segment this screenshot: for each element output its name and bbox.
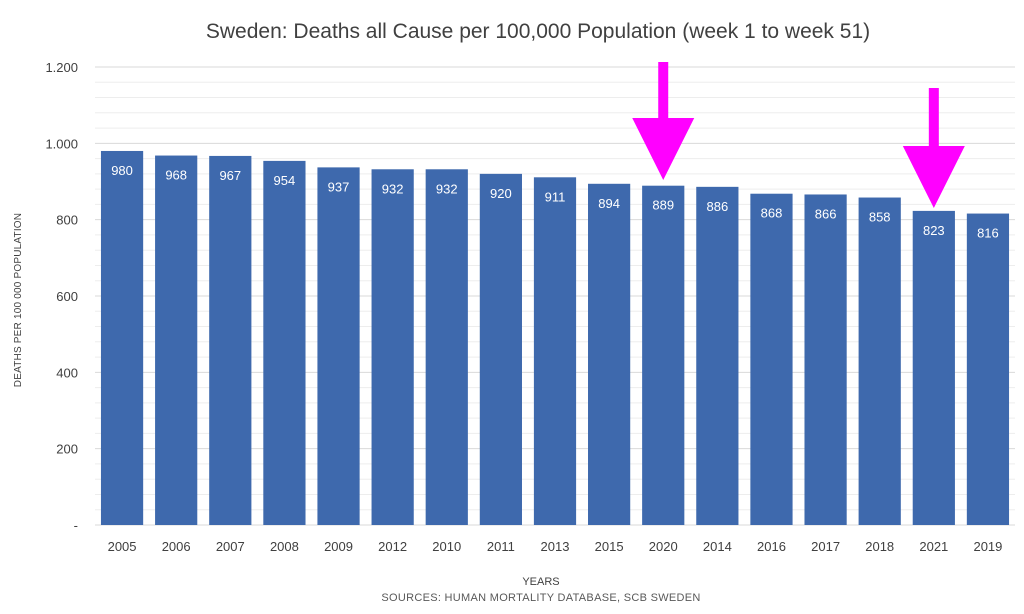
x-tick-label-2010: 2010 xyxy=(432,539,461,554)
bar-2017 xyxy=(804,194,847,525)
data-label-2014: 886 xyxy=(707,199,729,214)
data-label-2013: 911 xyxy=(545,189,566,204)
bar-2005 xyxy=(100,150,144,525)
bar-2013 xyxy=(533,177,577,525)
x-tick-label-2014: 2014 xyxy=(703,539,732,554)
data-label-2008: 954 xyxy=(274,173,296,188)
y-axis-ticks: - 200 400 600 800 1.000 1.200 xyxy=(45,60,78,533)
data-label-2012: 932 xyxy=(382,181,404,196)
bar-2018 xyxy=(858,197,901,525)
x-tick-label-2009: 2009 xyxy=(324,539,353,554)
x-tick-label-2007: 2007 xyxy=(216,539,245,554)
data-label-2017: 866 xyxy=(815,206,837,221)
x-tick-label-2012: 2012 xyxy=(378,539,407,554)
bar-2008 xyxy=(263,160,306,525)
y-tick-label: 600 xyxy=(56,289,78,304)
bar-2012 xyxy=(371,169,414,525)
bar-2015 xyxy=(588,183,631,526)
x-tick-label-2006: 2006 xyxy=(162,539,191,554)
x-tick-label-2011: 2011 xyxy=(487,539,515,554)
data-label-2007: 967 xyxy=(219,168,241,183)
data-label-2020: 889 xyxy=(652,198,674,213)
data-labels: 980 968 967 954 937 932 932 920 911 894 889 886 868 8… xyxy=(111,163,999,241)
chart-title: Sweden: Deaths all Cause per 100,000 Pop… xyxy=(206,20,870,43)
y-axis-label: DEATHS PER 100 000 POPULATION xyxy=(13,213,24,387)
bar-2011 xyxy=(479,173,522,525)
data-label-2019: 816 xyxy=(977,226,999,241)
bar-2007 xyxy=(209,155,252,525)
bar-2016 xyxy=(750,193,793,526)
y-tick-label: 200 xyxy=(56,442,78,457)
data-label-2016: 868 xyxy=(761,206,783,221)
source-note: SOURCES: HUMAN MORTALITY DATABASE, SCB S… xyxy=(381,592,700,604)
y-tick-label: 800 xyxy=(56,213,78,228)
x-tick-label-2021: 2021 xyxy=(919,539,948,554)
data-label-2009: 937 xyxy=(328,179,350,194)
y-tick-label: 1.000 xyxy=(45,136,78,151)
bar-2020 xyxy=(642,185,685,525)
x-tick-label-2017: 2017 xyxy=(811,539,840,554)
x-tick-label-2015: 2015 xyxy=(595,539,624,554)
bar-2010 xyxy=(425,169,468,525)
data-label-2021: 823 xyxy=(923,223,945,238)
bar-2014 xyxy=(696,186,739,526)
x-tick-label-2018: 2018 xyxy=(865,539,894,554)
bar-2009 xyxy=(317,167,360,525)
data-label-2015: 894 xyxy=(598,196,620,211)
x-tick-label-2019: 2019 xyxy=(973,539,1002,554)
x-tick-label-2008: 2008 xyxy=(270,539,299,554)
bar-2006 xyxy=(155,155,198,525)
x-axis-label: YEARS xyxy=(522,576,559,588)
arrow-annotation-2021 xyxy=(902,88,965,208)
x-tick-label-2005: 2005 xyxy=(108,539,137,554)
arrow-annotation-2020 xyxy=(632,62,695,180)
data-label-2006: 968 xyxy=(165,168,187,183)
x-tick-label-2016: 2016 xyxy=(757,539,786,554)
data-label-2018: 858 xyxy=(869,210,891,225)
y-tick-label: 400 xyxy=(56,365,78,380)
bar-2021 xyxy=(912,210,955,525)
bars xyxy=(100,150,1010,526)
data-label-2005: 980 xyxy=(111,163,133,178)
x-tick-label-2020: 2020 xyxy=(649,539,678,554)
bar-2019 xyxy=(966,213,1010,525)
y-tick-label: - xyxy=(74,518,78,533)
x-axis-ticks: 2005 2006 2007 2008 2009 2012 2010 2011 2013 2015… xyxy=(108,539,1003,554)
annotation-arrows xyxy=(632,62,965,208)
y-tick-label: 1.200 xyxy=(45,60,78,75)
data-label-2010: 932 xyxy=(436,181,458,196)
data-label-2011: 920 xyxy=(490,186,512,201)
x-tick-label-2013: 2013 xyxy=(541,539,570,554)
